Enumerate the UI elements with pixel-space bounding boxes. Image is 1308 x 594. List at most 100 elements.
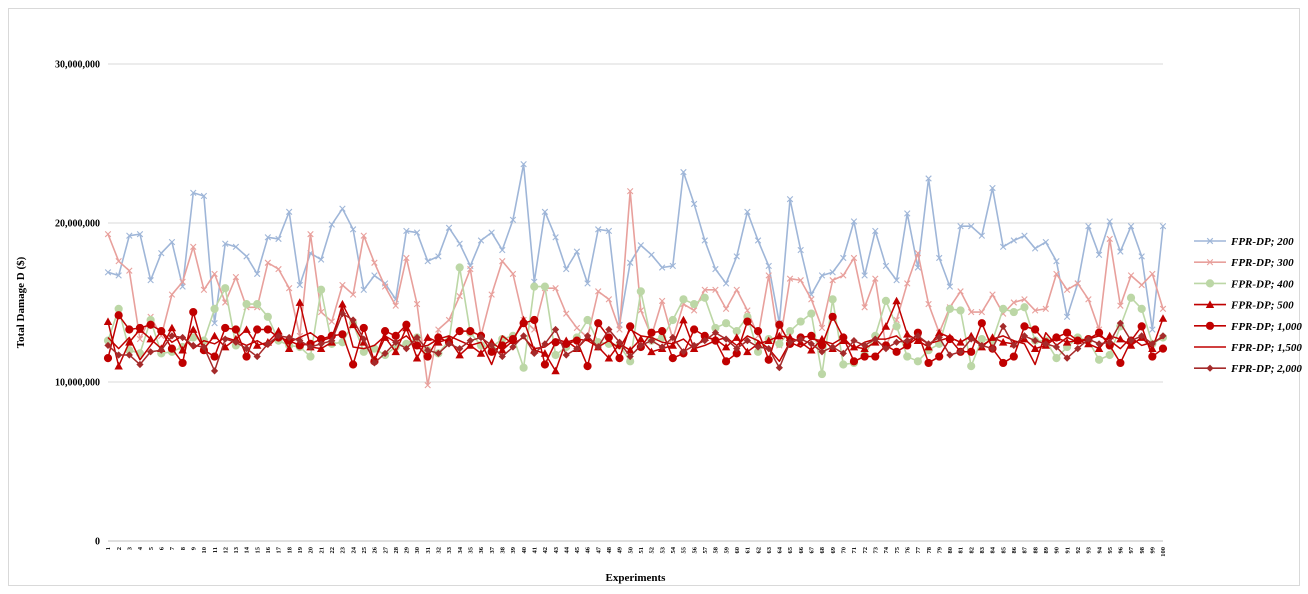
data-point — [1042, 305, 1049, 313]
x-tick-label: 2 — [116, 547, 123, 550]
series-6 — [104, 310, 1167, 375]
data-point — [1062, 338, 1072, 346]
data-point — [412, 353, 422, 362]
data-point — [232, 243, 240, 251]
data-point — [168, 238, 176, 246]
data-point — [764, 336, 773, 345]
data-point — [200, 343, 208, 351]
legend-item-1: FPR-DP; 300 — [1194, 257, 1294, 269]
data-point — [413, 333, 421, 342]
legend-item-6: FPR-DP; 2,000 — [1194, 363, 1302, 375]
x-tick-label: 62 — [755, 547, 762, 554]
data-point — [573, 248, 581, 255]
data-point — [147, 348, 155, 356]
data-point — [839, 349, 847, 357]
data-point — [360, 232, 367, 239]
x-tick-label: 76 — [904, 546, 911, 553]
x-tick-label: 43 — [553, 546, 560, 553]
x-tick-label: 77 — [915, 546, 922, 553]
data-point — [1084, 335, 1093, 343]
data-point — [594, 343, 602, 351]
data-point — [1063, 286, 1071, 293]
data-point — [733, 286, 740, 293]
x-tick-label: 9 — [190, 546, 197, 550]
data-point — [285, 208, 293, 216]
data-point — [722, 280, 730, 287]
data-point — [1094, 355, 1104, 364]
data-point — [200, 192, 208, 200]
legend-marker — [1205, 321, 1215, 330]
data-point — [168, 332, 176, 340]
data-point — [977, 334, 986, 344]
data-point — [679, 295, 688, 304]
x-tick-label: 60 — [734, 547, 741, 554]
data-point — [1042, 238, 1049, 246]
data-point — [935, 328, 944, 337]
data-point — [254, 270, 261, 278]
data-point — [1126, 341, 1136, 349]
data-point — [1042, 340, 1050, 348]
legend-label: FPR-DP; 500 — [1230, 300, 1294, 312]
data-point — [563, 265, 570, 273]
data-point — [914, 250, 922, 257]
data-point — [104, 341, 112, 350]
data-point — [264, 259, 272, 266]
data-point — [1020, 332, 1029, 340]
data-point — [1117, 302, 1124, 309]
data-point — [636, 287, 645, 296]
data-point — [712, 265, 719, 273]
data-point — [658, 264, 666, 271]
data-point — [456, 345, 464, 353]
x-tick-label: 14 — [244, 546, 251, 553]
data-point — [1052, 354, 1061, 363]
x-tick-label: 20 — [308, 547, 315, 554]
grid-lines — [108, 63, 1163, 542]
data-point — [200, 286, 208, 293]
data-point — [935, 333, 943, 342]
data-point — [967, 362, 976, 371]
data-point — [540, 360, 550, 369]
legend-marker — [1205, 300, 1215, 308]
x-tick-label: 41 — [531, 547, 538, 554]
data-point — [563, 310, 570, 317]
legend-item-2: FPR-DP; 400 — [1194, 278, 1294, 290]
data-point — [371, 272, 378, 279]
data-point — [147, 277, 154, 284]
data-point — [295, 298, 305, 306]
data-point — [252, 341, 262, 349]
data-point — [349, 316, 357, 324]
data-point — [797, 335, 805, 343]
data-point — [786, 195, 794, 203]
data-point — [1158, 314, 1168, 322]
data-point — [807, 346, 816, 354]
data-point — [753, 327, 763, 336]
data-point — [530, 349, 538, 357]
data-point — [498, 352, 506, 361]
data-point — [296, 337, 304, 345]
data-point — [189, 341, 197, 350]
x-tick-label: 81 — [958, 547, 965, 554]
data-point — [1020, 303, 1029, 312]
data-point — [1053, 257, 1060, 265]
data-point — [1149, 270, 1156, 278]
data-point — [668, 315, 677, 325]
data-point — [306, 352, 315, 361]
data-point — [722, 335, 730, 343]
x-tick-label: 79 — [936, 546, 943, 553]
data-point — [721, 342, 731, 351]
data-point — [946, 283, 954, 290]
legend-item-4: FPR-DP; 1,000 — [1194, 321, 1302, 333]
data-point — [253, 325, 262, 334]
data-point — [530, 282, 539, 291]
x-tick-label: 40 — [521, 547, 528, 554]
data-point — [168, 291, 176, 298]
data-point — [115, 272, 122, 279]
data-point — [232, 338, 240, 346]
data-point — [626, 188, 634, 195]
x-tick-label: 18 — [286, 546, 293, 553]
data-point — [541, 340, 549, 348]
data-point — [339, 281, 346, 289]
data-point — [509, 343, 517, 351]
x-tick-label: 85 — [1000, 546, 1007, 553]
data-point — [115, 351, 123, 359]
